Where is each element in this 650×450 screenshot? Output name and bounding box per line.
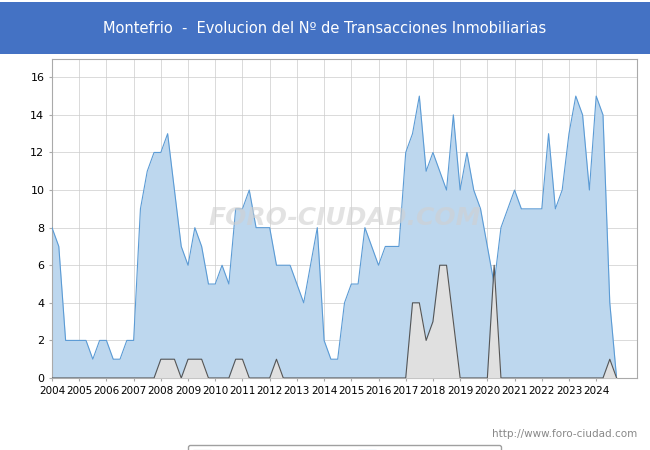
Text: http://www.foro-ciudad.com: http://www.foro-ciudad.com [492, 429, 637, 439]
Legend: Viviendas Nuevas, Viviendas Usadas: Viviendas Nuevas, Viviendas Usadas [188, 445, 501, 450]
Text: Montefrio  -  Evolucion del Nº de Transacciones Inmobiliarias: Montefrio - Evolucion del Nº de Transacc… [103, 21, 547, 36]
Text: FORO-CIUDAD.COM: FORO-CIUDAD.COM [208, 206, 481, 230]
